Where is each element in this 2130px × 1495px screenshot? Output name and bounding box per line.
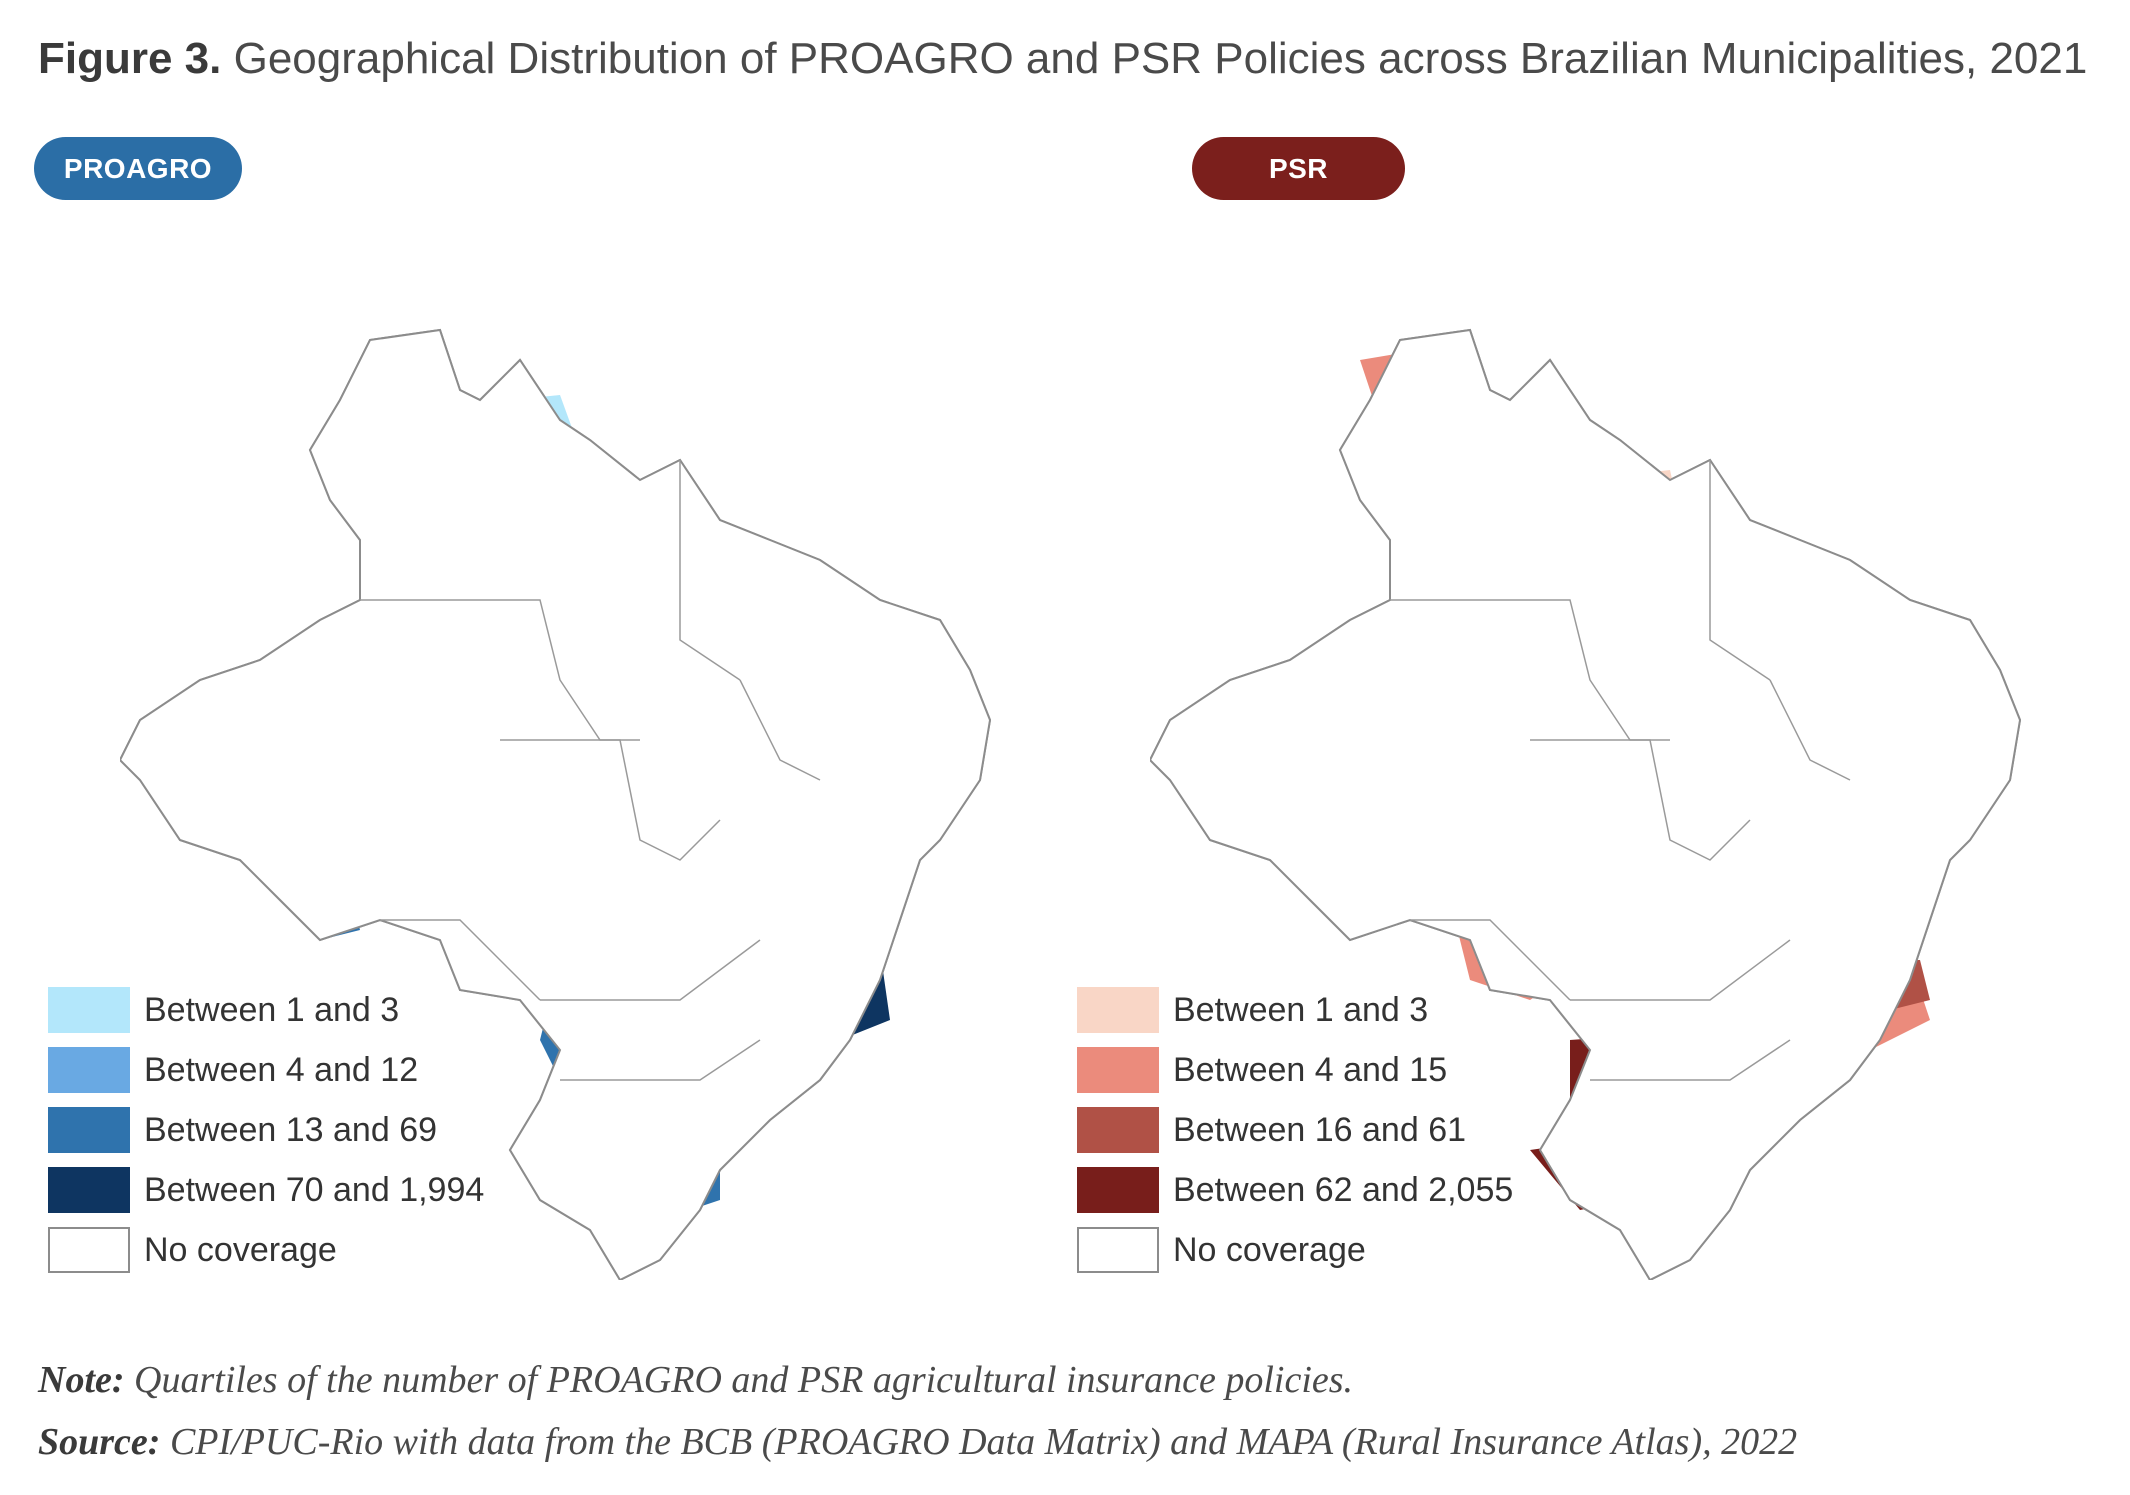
state-borders — [360, 460, 821, 1081]
proagro-tag: PROAGRO — [34, 137, 242, 200]
legend-swatch — [1077, 1047, 1159, 1093]
legend-item: No coverage — [1077, 1220, 1513, 1280]
legend-label: Between 13 and 69 — [144, 1110, 438, 1149]
legend-label: Between 62 and 2,055 — [1173, 1170, 1514, 1209]
legend-swatch — [1077, 1107, 1159, 1153]
legend-swatch — [48, 987, 130, 1033]
legend-label: Between 16 and 61 — [1173, 1110, 1467, 1149]
legend-swatch — [48, 1107, 130, 1153]
legend-item: Between 70 and 1,994 — [48, 1160, 484, 1220]
legend-label: Between 1 and 3 — [144, 990, 400, 1029]
legend-item: Between 1 and 3 — [1077, 980, 1513, 1040]
legend-item: Between 13 and 69 — [48, 1100, 484, 1160]
proagro-map — [120, 328, 992, 1280]
legend-swatch — [1077, 1167, 1159, 1213]
figure-number: Figure 3. — [38, 34, 222, 83]
legend-label: Between 4 and 12 — [144, 1050, 419, 1089]
legend-swatch — [1077, 987, 1159, 1033]
source-label: Source: — [38, 1421, 161, 1463]
legend-item: Between 4 and 12 — [48, 1040, 484, 1100]
legend-item: Between 4 and 15 — [1077, 1040, 1513, 1100]
note-label: Note: — [38, 1359, 125, 1401]
legend-label: No coverage — [1173, 1230, 1366, 1269]
state-borders — [1390, 460, 1851, 1081]
legend-item: Between 62 and 2,055 — [1077, 1160, 1513, 1220]
legend-item: Between 16 and 61 — [1077, 1100, 1513, 1160]
legend-swatch — [48, 1047, 130, 1093]
proagro-legend: Between 1 and 3 Between 4 and 12 Between… — [48, 980, 484, 1280]
source: Source: CPI/PUC-Rio with data from the B… — [38, 1420, 1797, 1464]
source-text: CPI/PUC-Rio with data from the BCB (PROA… — [169, 1421, 1798, 1463]
legend-label: Between 70 and 1,994 — [144, 1170, 485, 1209]
note: Note: Quartiles of the number of PROAGRO… — [38, 1358, 1353, 1402]
psr-legend: Between 1 and 3 Between 4 and 15 Between… — [1077, 980, 1513, 1280]
psr-tag: PSR — [1192, 137, 1405, 200]
figure-title-text: Geographical Distribution of PROAGRO and… — [233, 34, 2088, 83]
legend-swatch — [48, 1167, 130, 1213]
legend-label: Between 4 and 15 — [1173, 1050, 1448, 1089]
legend-label: Between 1 and 3 — [1173, 990, 1429, 1029]
legend-item: Between 1 and 3 — [48, 980, 484, 1040]
legend-swatch — [48, 1227, 130, 1273]
legend-swatch — [1077, 1227, 1159, 1273]
legend-item: No coverage — [48, 1220, 484, 1280]
psr-map — [1150, 328, 2022, 1280]
figure-title: Figure 3. Geographical Distribution of P… — [38, 34, 2087, 84]
note-text: Quartiles of the number of PROAGRO and P… — [134, 1359, 1354, 1401]
legend-label: No coverage — [144, 1230, 337, 1269]
